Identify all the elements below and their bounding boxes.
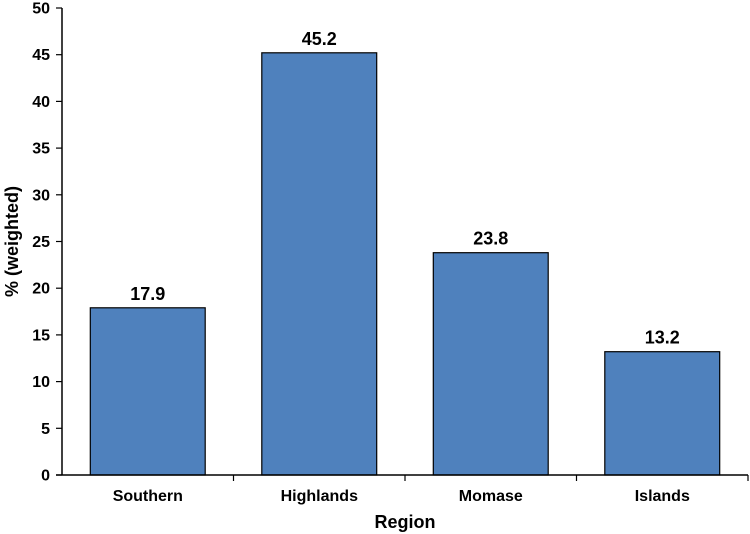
y-tick-label: 35 [32,141,50,158]
x-tick-label-islands: Islands [635,488,690,505]
x-tick-label-momase: Momase [459,488,523,505]
y-tick-label: 10 [32,374,50,391]
y-axis-title: % (weighted) [2,186,22,297]
bar-highlands [261,52,378,476]
y-tick-label: 50 [32,1,50,18]
y-tick-label: 5 [41,421,50,438]
y-tick-label: 30 [32,187,50,204]
x-axis-title: Region [375,512,436,532]
y-axis: 0 5 10 15 20 25 30 35 40 45 50 [32,1,63,485]
data-labels-group: 17.9 45.2 23.8 13.2 [130,29,680,348]
data-label-southern: 17.9 [130,284,165,304]
y-tick-label: 45 [32,47,50,64]
bar-southern [89,307,206,476]
x-axis: Southern Highlands Momase Islands [56,474,749,505]
x-tick-label-highlands: Highlands [281,488,358,505]
data-label-islands: 13.2 [645,328,680,348]
x-tick-label-southern: Southern [113,488,183,505]
y-tick-label: 40 [32,94,50,111]
bar-momase [432,252,549,476]
y-tick-label: 0 [41,468,50,485]
bar-islands [604,351,721,476]
bars-group [89,52,721,476]
y-tick-label: 20 [32,281,50,298]
y-tick-label: 25 [32,234,50,251]
data-label-momase: 23.8 [473,229,508,249]
y-tick-label: 15 [32,327,50,344]
data-label-highlands: 45.2 [302,29,337,49]
